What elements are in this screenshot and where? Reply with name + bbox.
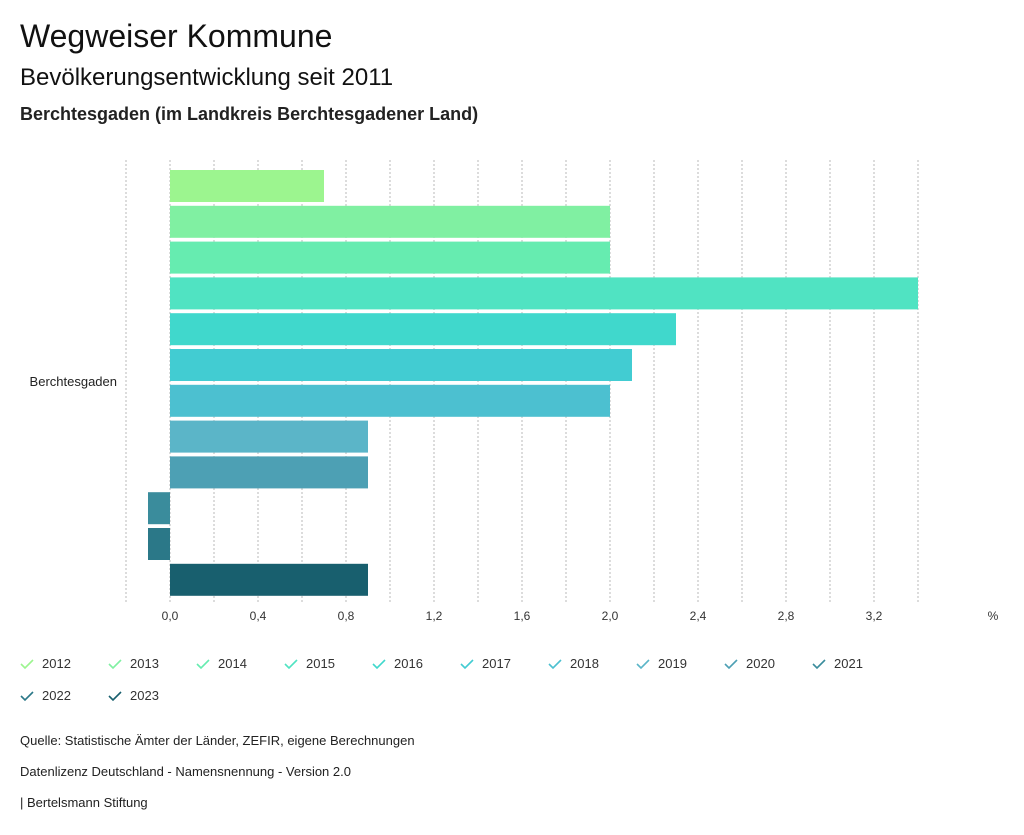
- x-tick-label: 2,8: [778, 609, 795, 623]
- legend-label: 2023: [130, 688, 159, 703]
- x-tick-label: 2,4: [690, 609, 707, 623]
- x-tick-label: 0,8: [338, 609, 355, 623]
- bar-2016[interactable]: [170, 313, 676, 346]
- publisher-note: | Bertelsmann Stiftung: [20, 795, 148, 810]
- legend-label: 2020: [746, 656, 775, 671]
- legend-item-2023[interactable]: 2023: [108, 688, 159, 703]
- x-axis-ticks: 0,0 0,4 0,8 1,2 1,6 2,0 2,4 2,8 3,2: [162, 609, 883, 623]
- x-tick-label: 1,2: [426, 609, 443, 623]
- bar-2012[interactable]: [170, 170, 324, 202]
- check-icon: [20, 690, 34, 701]
- check-icon: [372, 658, 386, 669]
- bar-2017[interactable]: [170, 349, 632, 381]
- check-icon: [724, 658, 738, 669]
- check-icon: [108, 658, 122, 669]
- legend-label: 2016: [394, 656, 423, 671]
- legend-item-2017[interactable]: 2017: [460, 656, 511, 671]
- legend-item-2018[interactable]: 2018: [548, 656, 599, 671]
- check-icon: [460, 658, 474, 669]
- legend-item-2019[interactable]: 2019: [636, 656, 687, 671]
- legend-label: 2015: [306, 656, 335, 671]
- x-tick-label: 3,2: [866, 609, 883, 623]
- legend-item-2016[interactable]: 2016: [372, 656, 423, 671]
- source-note: Quelle: Statistische Ämter der Länder, Z…: [20, 733, 415, 748]
- bar-2023[interactable]: [170, 563, 368, 596]
- x-tick-label: 0,4: [250, 609, 267, 623]
- legend-label: 2014: [218, 656, 247, 671]
- check-icon: [108, 690, 122, 701]
- chart-subtitle: Bevölkerungsentwicklung seit 2011: [20, 64, 394, 91]
- bar-2022[interactable]: [148, 528, 170, 560]
- legend-label: 2021: [834, 656, 863, 671]
- legend-item-2021[interactable]: 2021: [812, 656, 863, 671]
- bar-2013[interactable]: [170, 205, 610, 238]
- check-icon: [284, 658, 298, 669]
- bar-2015[interactable]: [170, 277, 918, 310]
- license-note: Datenlizenz Deutschland - Namensnennung …: [20, 764, 351, 779]
- check-icon: [636, 658, 650, 669]
- legend-label: 2022: [42, 688, 71, 703]
- check-icon: [548, 658, 562, 669]
- bar-2019[interactable]: [170, 420, 368, 453]
- legend-label: 2018: [570, 656, 599, 671]
- legend-item-2022[interactable]: 2022: [20, 688, 71, 703]
- legend-label: 2013: [130, 656, 159, 671]
- region-label: Berchtesgaden (im Landkreis Berchtesgade…: [20, 104, 479, 124]
- chart-title: Wegweiser Kommune: [20, 18, 333, 54]
- check-icon: [196, 658, 210, 669]
- check-icon: [812, 658, 826, 669]
- bar-chart: 0,0 0,4 0,8 1,2 1,6 2,0 2,4 2,8 3,2 Berchtesgade…: [30, 160, 999, 623]
- bar-2018[interactable]: [170, 384, 610, 417]
- legend-label: 2017: [482, 656, 511, 671]
- legend-label: 2019: [658, 656, 687, 671]
- legend-item-2012[interactable]: 2012: [20, 656, 71, 671]
- bar-2014[interactable]: [170, 241, 610, 274]
- legend-item-2020[interactable]: 2020: [724, 656, 775, 671]
- bar-2021[interactable]: [148, 492, 170, 525]
- check-icon: [20, 658, 34, 669]
- category-label-berchtesgaden: Berchtesgaden: [30, 374, 117, 389]
- x-axis-unit: %: [988, 609, 999, 623]
- bar-2020[interactable]: [170, 456, 368, 489]
- legend-item-2013[interactable]: 2013: [108, 656, 159, 671]
- legend-label: 2012: [42, 656, 71, 671]
- x-tick-label: 0,0: [162, 609, 179, 623]
- legend-item-2014[interactable]: 2014: [196, 656, 247, 671]
- x-tick-label: 2,0: [602, 609, 619, 623]
- x-tick-label: 1,6: [514, 609, 531, 623]
- bars: [148, 170, 918, 596]
- legend-item-2015[interactable]: 2015: [284, 656, 335, 671]
